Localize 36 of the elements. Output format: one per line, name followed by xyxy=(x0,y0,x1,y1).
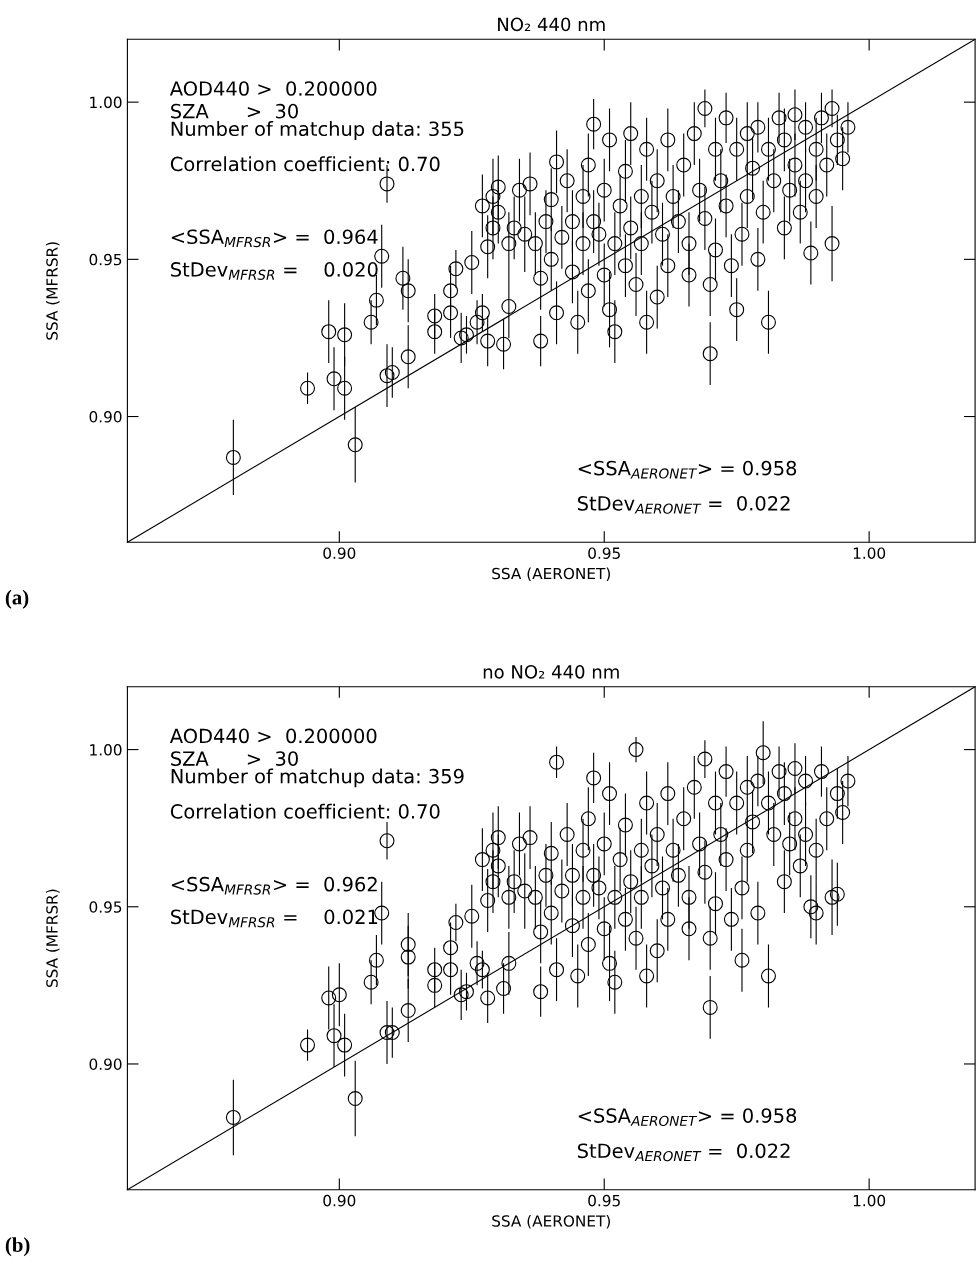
y-tick-label: 0.90 xyxy=(89,1058,122,1070)
annotation: <SSA$_{AERONET}$> = 0.958 xyxy=(578,460,797,479)
annotation: <SSA$_{MFRSR}$> = 0.962 xyxy=(171,876,377,895)
y-tick-label: 1.00 xyxy=(90,96,122,109)
annotation: Number of matchup data: 359 xyxy=(171,768,464,788)
x-axis-title: SSA (AERONET) xyxy=(492,1214,610,1229)
annotation: StDev$_{MFRSR}$ = 0.021 xyxy=(171,909,378,928)
annotation: Correlation coefficient: 0.70 xyxy=(170,803,440,819)
text: (a) xyxy=(5,589,29,609)
annotation: AOD440 > 0.200000 xyxy=(169,81,377,96)
annotation: <SSA$_{AERONET}$> = 0.958 xyxy=(578,1108,797,1127)
annotation: SZA > 30 xyxy=(171,751,298,766)
y-tick-label: 0.95 xyxy=(89,253,122,266)
y-tick-label: 1.00 xyxy=(90,744,122,756)
annotation: StDev$_{MFRSR}$ = 0.020 xyxy=(171,262,378,280)
chart-title: NO₂ 440 nm xyxy=(498,17,605,32)
x-tick-label: 0.95 xyxy=(588,1194,620,1207)
annotation: StDev$_{AERONET}$ = 0.022 xyxy=(577,495,790,514)
annotation: AOD440 > 0.200000 xyxy=(169,728,377,744)
chart-title: no NO₂ 440 nm xyxy=(483,664,619,679)
annotation: StDev$_{AERONET}$ = 0.022 xyxy=(577,1143,790,1162)
annotation: Correlation coefficient: 0.70 xyxy=(170,156,440,172)
x-axis-title: SSA (AERONET) xyxy=(492,567,610,582)
text: (b) xyxy=(5,1237,30,1257)
x-tick-label: 1.00 xyxy=(853,547,886,559)
y-tick-label: 0.90 xyxy=(89,410,122,423)
annotation: SZA > 30 xyxy=(171,103,298,119)
annotation: <SSA$_{MFRSR}$> = 0.964 xyxy=(171,229,378,248)
y-tick-label: 0.95 xyxy=(89,901,122,913)
y-axis-title: SSA (MFRSR) xyxy=(45,242,60,340)
x-tick-label: 1.00 xyxy=(853,1194,886,1207)
x-tick-label: 0.90 xyxy=(323,547,356,559)
x-tick-label: 0.90 xyxy=(323,1194,356,1207)
y-axis-title: SSA (MFRSR) xyxy=(45,889,60,988)
x-tick-label: 0.95 xyxy=(588,547,620,559)
annotation: Number of matchup data: 355 xyxy=(171,121,464,140)
